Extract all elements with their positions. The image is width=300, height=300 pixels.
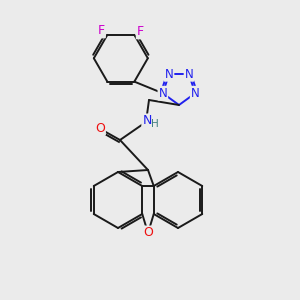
Text: N: N — [158, 87, 167, 100]
Text: N: N — [165, 68, 173, 81]
Text: O: O — [143, 226, 153, 239]
Text: F: F — [98, 24, 105, 38]
Text: N: N — [142, 115, 152, 128]
Text: F: F — [137, 26, 144, 38]
Text: H: H — [151, 119, 159, 129]
Text: N: N — [184, 68, 194, 81]
Text: N: N — [191, 87, 200, 100]
Text: O: O — [95, 122, 105, 134]
